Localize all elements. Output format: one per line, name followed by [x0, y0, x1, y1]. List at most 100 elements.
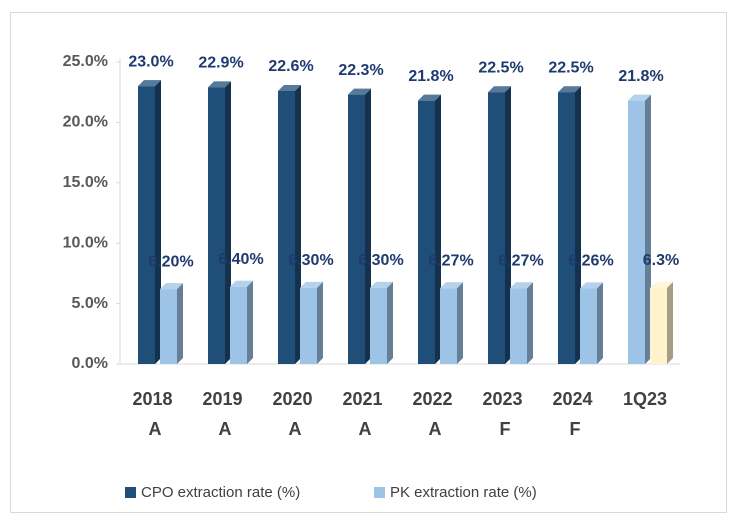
bar-top	[348, 88, 371, 95]
bar	[348, 88, 371, 364]
bar-top-shade	[488, 86, 511, 93]
x-tick-label-line: 1Q23	[623, 389, 667, 409]
bar-front	[650, 287, 667, 364]
bar	[138, 80, 161, 364]
legend-label: CPO extraction rate (%)	[141, 484, 300, 501]
bar-side	[387, 281, 393, 364]
bar-side	[365, 88, 371, 364]
bar-side	[295, 84, 301, 364]
bar-top	[160, 283, 183, 290]
x-tick-label-line: A	[219, 419, 232, 439]
bar-top	[510, 282, 533, 289]
bar-top-shade	[230, 280, 253, 287]
bar-front	[230, 286, 247, 364]
bar	[418, 94, 441, 364]
bar-top	[488, 86, 511, 93]
bar-top-shade	[440, 282, 463, 289]
y-tick-label: 5.0%	[72, 295, 108, 312]
bar-side	[177, 283, 183, 364]
bar-top	[628, 94, 651, 101]
bar-side-shade	[667, 281, 673, 364]
bar-top	[370, 281, 393, 288]
bar-top	[558, 86, 581, 93]
bar-front	[300, 287, 317, 364]
bar-front	[208, 87, 225, 365]
bar-front	[138, 86, 155, 364]
bar-front	[580, 288, 597, 364]
bar-top-shade	[278, 84, 301, 91]
bar-top-shade	[628, 94, 651, 101]
bar-top	[418, 94, 441, 101]
bar-side	[155, 80, 161, 364]
bar-side	[505, 86, 511, 364]
bar-front	[418, 100, 435, 364]
bar-top-shade	[138, 80, 161, 87]
x-tick-label: 2024 F	[552, 389, 597, 439]
value-label: 21.8%	[408, 68, 453, 85]
bar-front	[510, 288, 527, 364]
value-label: 22.9%	[198, 55, 243, 72]
bar-side-shade	[575, 86, 581, 364]
value-label: 6.27%	[428, 252, 473, 269]
x-tick-label-line: A	[289, 419, 302, 439]
bar-top-shade	[580, 282, 603, 289]
x-tick-label-line: 2023	[482, 389, 527, 409]
bar-top-shade	[160, 283, 183, 290]
bar	[650, 281, 673, 364]
bar	[278, 84, 301, 364]
bar-front	[278, 90, 295, 364]
value-label: 6.20%	[148, 253, 193, 270]
bar-side-shade	[435, 94, 441, 364]
x-tick-label-line: 2022	[412, 389, 457, 409]
value-label: 6.26%	[568, 253, 613, 270]
bar-front	[558, 92, 575, 364]
bar-top	[208, 81, 231, 88]
bar-side	[575, 86, 581, 364]
x-tick-label: 2022 A	[412, 389, 457, 439]
bar-top-shade	[300, 281, 323, 288]
bar	[628, 94, 651, 364]
legend-swatch	[125, 487, 136, 498]
x-tick-label: 2023 F	[482, 389, 527, 439]
legend-swatch	[374, 487, 385, 498]
x-tick-label-line: F	[570, 419, 581, 439]
value-label: 6.30%	[288, 252, 333, 269]
bar-top	[138, 80, 161, 87]
bar-front	[348, 94, 365, 364]
x-tick-label: 1Q23	[623, 389, 667, 409]
x-tick-label-line: 2020	[272, 389, 317, 409]
bar-front	[370, 287, 387, 364]
y-tick-label: 20.0%	[63, 114, 108, 131]
bar	[370, 281, 393, 364]
bar	[488, 86, 511, 364]
bar	[230, 280, 253, 364]
bar-front	[628, 100, 645, 364]
y-tick-label: 0.0%	[72, 355, 108, 372]
x-tick-label: 2018 A	[132, 389, 177, 439]
value-label: 6.40%	[218, 251, 263, 268]
bar-top-shade	[418, 94, 441, 101]
bar-top	[580, 282, 603, 289]
x-tick-label-line: 2024	[552, 389, 597, 409]
x-tick-label: 2019 A	[202, 389, 247, 439]
bar	[300, 281, 323, 364]
x-tick-label-line: 2019	[202, 389, 247, 409]
bar-top-shade	[348, 88, 371, 95]
legend-label: PK extraction rate (%)	[390, 484, 537, 501]
bar-top	[278, 84, 301, 91]
x-tick-label-line: A	[359, 419, 372, 439]
bar-side-shade	[247, 280, 253, 364]
bar-top	[650, 281, 673, 288]
bar-side	[457, 282, 463, 364]
x-tick-label: 2021 A	[342, 389, 387, 439]
bar-top	[440, 282, 463, 289]
bar-side-shade	[387, 281, 393, 364]
bar	[440, 282, 463, 364]
value-label: 22.5%	[478, 59, 523, 76]
value-label: 6.30%	[358, 252, 403, 269]
y-tick-label: 25.0%	[63, 53, 108, 70]
y-tick-label: 10.0%	[63, 234, 108, 251]
bar-side	[645, 94, 651, 364]
value-label: 22.3%	[338, 62, 383, 79]
bar-side-shade	[597, 282, 603, 364]
